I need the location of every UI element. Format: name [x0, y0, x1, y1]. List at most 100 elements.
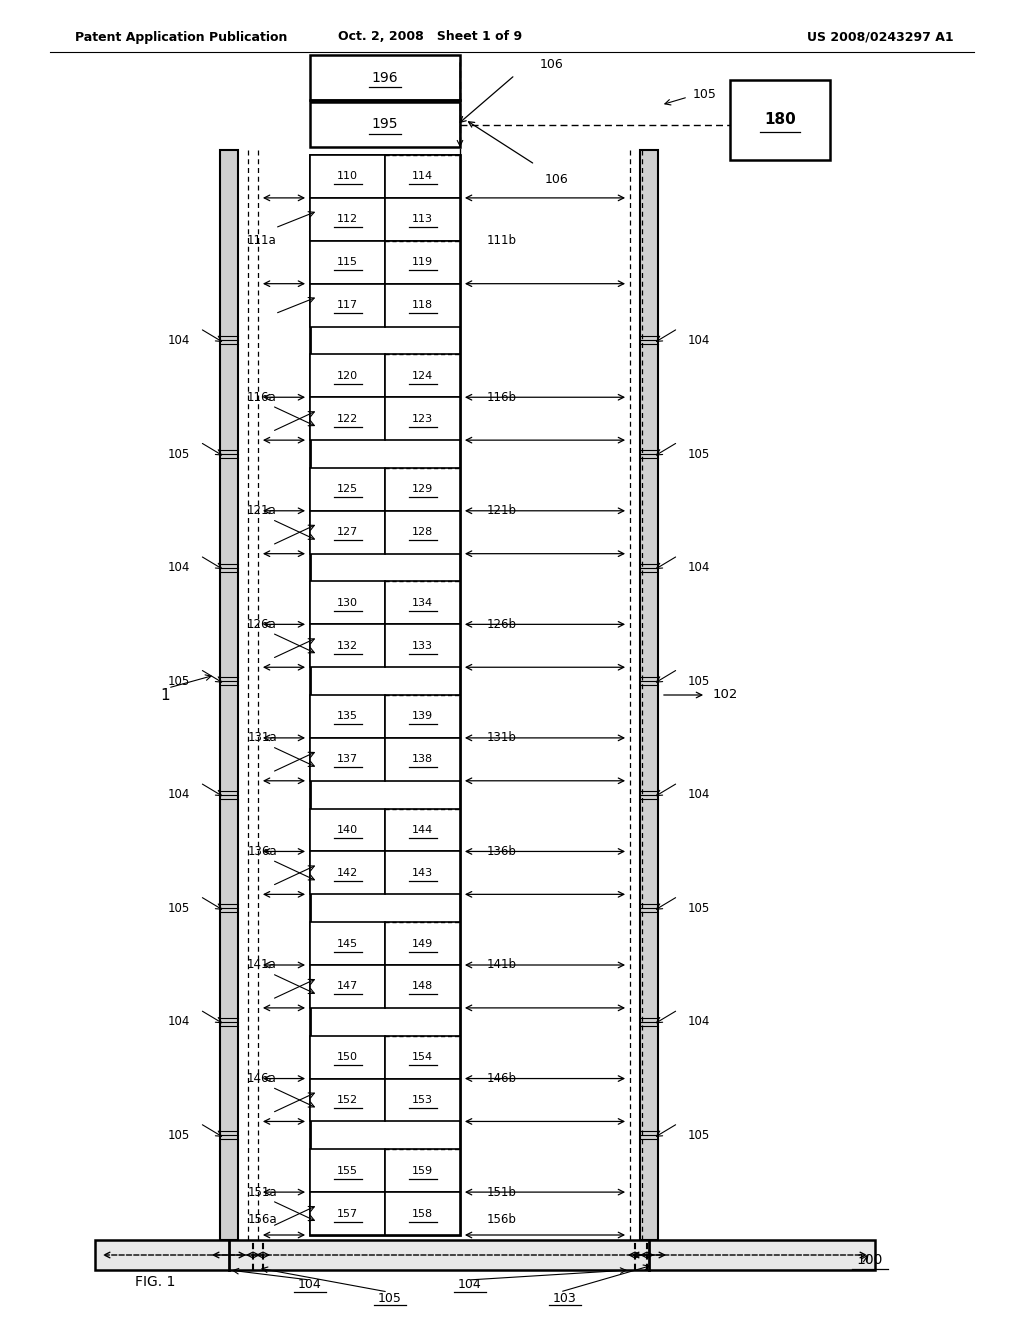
Bar — [385, 511, 460, 553]
Text: 131b: 131b — [487, 731, 517, 744]
Text: 136b: 136b — [487, 845, 517, 858]
Text: 126a: 126a — [247, 618, 276, 631]
Text: 141a: 141a — [247, 958, 276, 972]
Bar — [385, 397, 460, 440]
Text: 141b: 141b — [487, 958, 517, 972]
Text: 155: 155 — [337, 1166, 358, 1176]
Bar — [310, 154, 460, 1236]
Bar — [385, 1078, 460, 1122]
Bar — [385, 284, 460, 326]
Text: 138: 138 — [412, 754, 433, 764]
Bar — [385, 467, 460, 511]
Text: 195: 195 — [372, 117, 398, 132]
Text: 126b: 126b — [487, 618, 517, 631]
Text: 158: 158 — [412, 1209, 433, 1218]
Text: 130: 130 — [337, 598, 358, 609]
Bar — [385, 581, 460, 624]
Bar — [385, 923, 460, 965]
Text: 129: 129 — [412, 484, 433, 495]
Bar — [310, 809, 385, 851]
Text: 154: 154 — [412, 1052, 433, 1063]
Text: 157: 157 — [337, 1209, 358, 1218]
Bar — [310, 198, 385, 240]
Text: 132: 132 — [337, 640, 358, 651]
Text: 111a: 111a — [247, 234, 276, 247]
Bar — [385, 696, 460, 738]
Text: 144: 144 — [412, 825, 433, 836]
Text: 156b: 156b — [487, 1213, 517, 1226]
Text: 1: 1 — [160, 688, 170, 702]
Text: 124: 124 — [412, 371, 433, 380]
Bar — [310, 397, 385, 440]
Bar — [310, 511, 385, 553]
Text: 102: 102 — [713, 689, 738, 701]
Text: 103: 103 — [553, 1291, 577, 1304]
Text: 112: 112 — [337, 214, 358, 224]
Bar — [310, 581, 385, 624]
Text: 104: 104 — [168, 1015, 190, 1028]
Text: 104: 104 — [168, 788, 190, 801]
Text: 140: 140 — [337, 825, 358, 836]
Text: 105: 105 — [168, 1129, 190, 1142]
Text: 150: 150 — [337, 1052, 358, 1063]
Bar — [310, 965, 385, 1008]
Text: 115: 115 — [337, 257, 358, 267]
Bar — [385, 1192, 460, 1236]
Bar — [385, 738, 460, 781]
Text: 121a: 121a — [247, 504, 276, 517]
Text: 133: 133 — [412, 640, 433, 651]
Text: 118: 118 — [412, 300, 433, 310]
Bar — [385, 965, 460, 1008]
Bar — [310, 1150, 385, 1192]
Text: 110: 110 — [337, 172, 358, 181]
Text: 104: 104 — [688, 561, 711, 574]
Bar — [310, 696, 385, 738]
Text: 180: 180 — [764, 112, 796, 128]
Text: 131a: 131a — [247, 731, 276, 744]
Bar — [310, 1192, 385, 1236]
Text: 105: 105 — [378, 1291, 402, 1304]
Text: 105: 105 — [688, 902, 711, 915]
Text: 105: 105 — [693, 88, 717, 102]
Text: 116a: 116a — [247, 391, 276, 404]
Bar — [385, 198, 460, 240]
Bar — [310, 102, 460, 147]
Text: 113: 113 — [412, 214, 433, 224]
Bar — [310, 55, 460, 100]
Bar — [385, 354, 460, 397]
Text: 104: 104 — [688, 788, 711, 801]
Text: 104: 104 — [458, 1279, 482, 1291]
Text: 152: 152 — [337, 1096, 358, 1105]
Bar — [385, 1036, 460, 1078]
Bar — [95, 1239, 874, 1270]
Text: 105: 105 — [688, 675, 711, 688]
Bar — [385, 851, 460, 895]
Text: 104: 104 — [168, 334, 190, 347]
Text: 114: 114 — [412, 172, 433, 181]
Bar — [310, 354, 385, 397]
Text: 104: 104 — [688, 334, 711, 347]
Text: 148: 148 — [412, 982, 433, 991]
Text: 145: 145 — [337, 939, 358, 949]
Bar — [385, 154, 460, 198]
Bar — [385, 1150, 460, 1192]
Text: 142: 142 — [337, 867, 358, 878]
Text: 105: 105 — [688, 1129, 711, 1142]
Text: US 2008/0243297 A1: US 2008/0243297 A1 — [807, 30, 953, 44]
Bar — [310, 240, 385, 284]
Text: 104: 104 — [688, 1015, 711, 1028]
Text: 123: 123 — [412, 413, 433, 424]
Text: 146b: 146b — [487, 1072, 517, 1085]
Text: 125: 125 — [337, 484, 358, 495]
Text: 105: 105 — [168, 675, 190, 688]
Text: 149: 149 — [412, 939, 433, 949]
Bar — [640, 150, 658, 1239]
Text: 128: 128 — [412, 527, 433, 537]
Text: 104: 104 — [298, 1279, 322, 1291]
Text: 143: 143 — [412, 867, 433, 878]
Text: 127: 127 — [337, 527, 358, 537]
Text: 151a: 151a — [247, 1185, 276, 1199]
Text: 134: 134 — [412, 598, 433, 609]
Text: 156a: 156a — [247, 1213, 276, 1226]
Bar — [310, 923, 385, 965]
